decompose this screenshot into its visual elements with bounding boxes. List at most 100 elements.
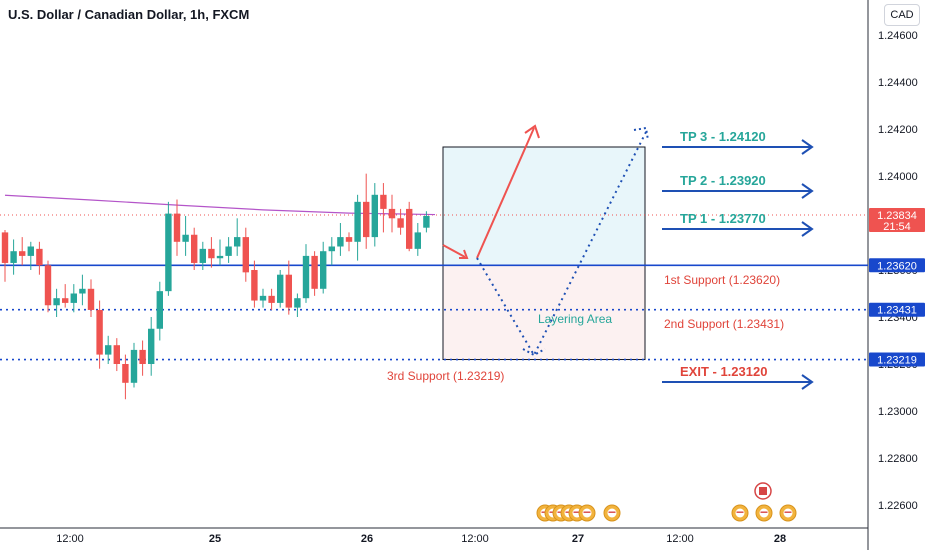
y-tick-label: 1.22800 — [878, 453, 918, 465]
candle-body — [70, 293, 77, 303]
chart-title: U.S. Dollar / Canadian Dollar, 1h, FXCM — [8, 7, 250, 22]
candle-body — [182, 234, 189, 242]
y-tick-label: 1.24000 — [878, 171, 918, 183]
us-flag-event-icon-stripe — [736, 511, 744, 513]
red-arrow-down — [442, 244, 466, 258]
candle-body — [19, 251, 26, 256]
x-tick-label: 26 — [361, 533, 373, 545]
candle-body — [363, 201, 370, 238]
support-2-label: 2nd Support (1.23431) — [664, 317, 784, 331]
red-arrow-down-head — [459, 249, 469, 259]
tp1-label: TP 1 - 1.23770 — [680, 211, 766, 226]
blue-dotted-bottom — [522, 348, 546, 357]
candle-body — [216, 255, 224, 259]
candle-body — [165, 213, 172, 292]
candle-body — [62, 298, 69, 303]
currency-button[interactable]: CAD — [884, 4, 920, 26]
y-tick-label: 1.22600 — [878, 500, 918, 512]
us-flag-event-icon-inner — [735, 508, 745, 518]
us-flag-event-icon-stripe — [760, 511, 768, 513]
exit-arrow-head — [801, 374, 814, 390]
candle-body — [251, 270, 258, 301]
candle-body — [414, 232, 421, 249]
candle-body — [173, 213, 181, 242]
moving-average-line — [4, 194, 436, 216]
us-flag-event-icon-stripe — [784, 511, 792, 513]
red-arrow-up-head — [524, 124, 540, 139]
x-tick-label: 27 — [572, 533, 584, 545]
support-2-tag-bg — [869, 302, 925, 317]
support-1-tag-bg — [869, 258, 925, 273]
candle-body — [113, 345, 120, 364]
us-flag-event-icon-stripe — [608, 511, 616, 513]
candle-body — [311, 255, 318, 289]
blue-dotted-path — [476, 129, 648, 358]
price-scale-bg — [868, 0, 932, 550]
support-3-tag-text: 1.23219 — [877, 355, 917, 367]
candle-body — [294, 298, 301, 308]
layering-area-label: Layering Area — [538, 312, 612, 326]
candle-body — [27, 246, 34, 256]
candle-body — [371, 194, 378, 238]
candle-body — [191, 234, 198, 263]
us-flag-event-icon-inner — [783, 508, 793, 518]
candle-body — [397, 218, 404, 228]
candle-body — [268, 295, 275, 303]
y-tick-label: 1.24400 — [878, 77, 918, 89]
candle-body — [53, 298, 60, 306]
candle-body — [423, 215, 430, 228]
x-tick-label: 12:00 — [56, 533, 84, 545]
red-arrow-up — [476, 127, 535, 259]
support-3-tag-bg — [869, 352, 925, 367]
blue-dotted-head — [633, 126, 649, 141]
candle-body — [87, 288, 95, 310]
candle-body — [337, 237, 344, 247]
last-price-tag-countdown: 21:54 — [883, 221, 911, 233]
support-1-tag-text: 1.23620 — [877, 260, 917, 272]
canada-flag-leaf — [759, 487, 767, 495]
x-tick-label: 12:00 — [461, 533, 489, 545]
candle-body — [199, 248, 206, 263]
layering-zone-box — [442, 264, 646, 361]
y-tick-label: 1.24200 — [878, 124, 918, 136]
support-3-label: 3rd Support (1.23219) — [387, 369, 504, 383]
tp2-label: TP 2 - 1.23920 — [680, 173, 766, 188]
target-zone-box — [442, 146, 646, 266]
candle-body — [406, 208, 413, 249]
us-flag-event-icon-inner — [607, 508, 617, 518]
last-price-tag-text: 1.23834 — [877, 210, 917, 222]
candle-body — [105, 345, 112, 355]
x-tick-label: 12:00 — [666, 533, 694, 545]
candle-body — [380, 194, 387, 209]
candle-body — [259, 295, 267, 301]
candle-body — [285, 274, 292, 308]
x-tick-label: 25 — [209, 533, 221, 545]
candle-body — [1, 232, 9, 263]
candle-body — [277, 274, 284, 303]
candle-body — [345, 237, 353, 242]
candle-body — [328, 246, 335, 252]
candle-body — [79, 288, 86, 294]
tp2-arrow-head — [801, 183, 814, 199]
candle-body — [234, 237, 241, 247]
exit-label: EXIT - 1.23120 — [680, 364, 767, 379]
candle-body — [44, 265, 52, 306]
candle-body — [156, 291, 163, 329]
candle-body — [388, 208, 396, 219]
candle-body — [130, 349, 138, 383]
us-flag-event-icon-inner — [582, 508, 592, 518]
x-tick-label: 28 — [774, 533, 786, 545]
candle-body — [242, 237, 249, 273]
y-tick-label: 1.24600 — [878, 30, 918, 42]
candle-body — [354, 201, 361, 242]
candle-body — [208, 248, 215, 259]
candle-body — [320, 251, 327, 289]
candle-body — [225, 246, 232, 256]
tp3-label: TP 3 - 1.24120 — [680, 129, 766, 144]
us-flag-event-icon-stripe — [573, 511, 581, 513]
us-flag-event-icon-stripe — [583, 511, 591, 513]
candle-body — [148, 328, 155, 364]
tp1-arrow-head — [801, 221, 814, 237]
